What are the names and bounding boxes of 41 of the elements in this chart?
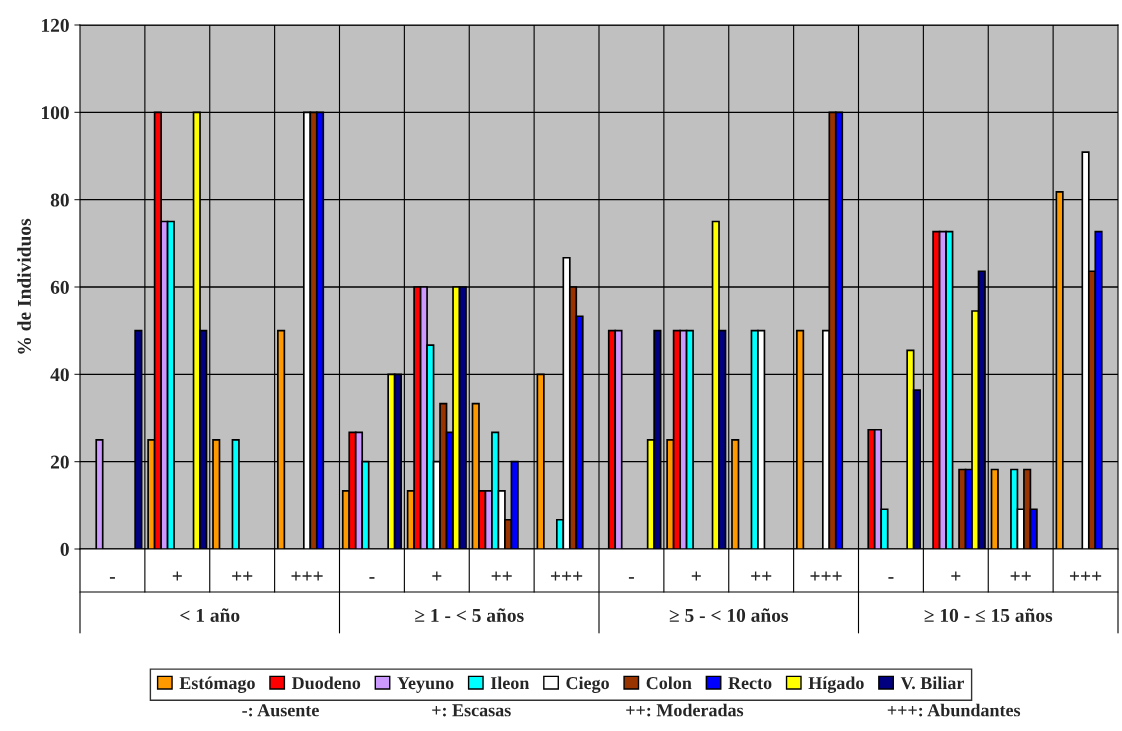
x-tick-label: +++ — [291, 571, 323, 581]
x-tick-label: - — [888, 577, 894, 579]
legend-label: Yeyuno — [397, 677, 454, 693]
legend-label: Ileon — [490, 676, 530, 690]
y-axis-title: % de Individuos — [17, 218, 31, 354]
legend-label: Colon — [646, 676, 692, 690]
y-tick-label: 0 — [60, 542, 69, 556]
x-tick-label: +++ — [810, 571, 842, 581]
x-tick-label: + — [172, 571, 182, 581]
x-tick-label: - — [109, 577, 115, 579]
y-tick-label: 20 — [50, 455, 69, 469]
y-tick-label: 120 — [41, 18, 69, 32]
x-tick-label: - — [369, 577, 375, 579]
text: +: Escasas — [432, 704, 511, 717]
x-tick-label: ++ — [1010, 571, 1031, 581]
text: +++: Abundantes — [887, 703, 1021, 717]
x-tick-label: ++ — [751, 571, 772, 581]
y-tick-label: 60 — [50, 280, 69, 294]
legend-label: V. Biliar — [900, 676, 964, 690]
x-tick-label: + — [691, 571, 701, 581]
text: ++: Moderadas — [626, 703, 744, 717]
text: ≥ 10 - ≤ 15 años — [924, 608, 1053, 622]
legend-label: Duodeno — [291, 676, 361, 690]
text: ≥ 5 - < 10 años — [669, 608, 789, 622]
x-tick-label: ++ — [232, 571, 253, 581]
text: < 1 año — [180, 608, 240, 622]
text: ≥ 1 - < 5 años — [415, 608, 524, 622]
legend-label: Ciego — [566, 676, 609, 693]
x-tick-label: ++ — [491, 571, 512, 581]
y-tick-label: 100 — [41, 106, 69, 120]
legend-label: Hígado — [808, 676, 864, 693]
text: -: Ausente — [242, 704, 319, 717]
legend-label: Estómago — [179, 676, 255, 693]
y-tick-label: 40 — [50, 368, 69, 382]
legend-label: Recto — [728, 677, 772, 690]
x-tick-label: +++ — [1069, 571, 1102, 581]
x-tick-label: + — [432, 571, 442, 581]
y-tick-label: 80 — [50, 193, 69, 207]
x-tick-label: + — [951, 571, 961, 581]
x-tick-label: - — [628, 577, 634, 579]
x-tick-label: +++ — [550, 571, 583, 581]
